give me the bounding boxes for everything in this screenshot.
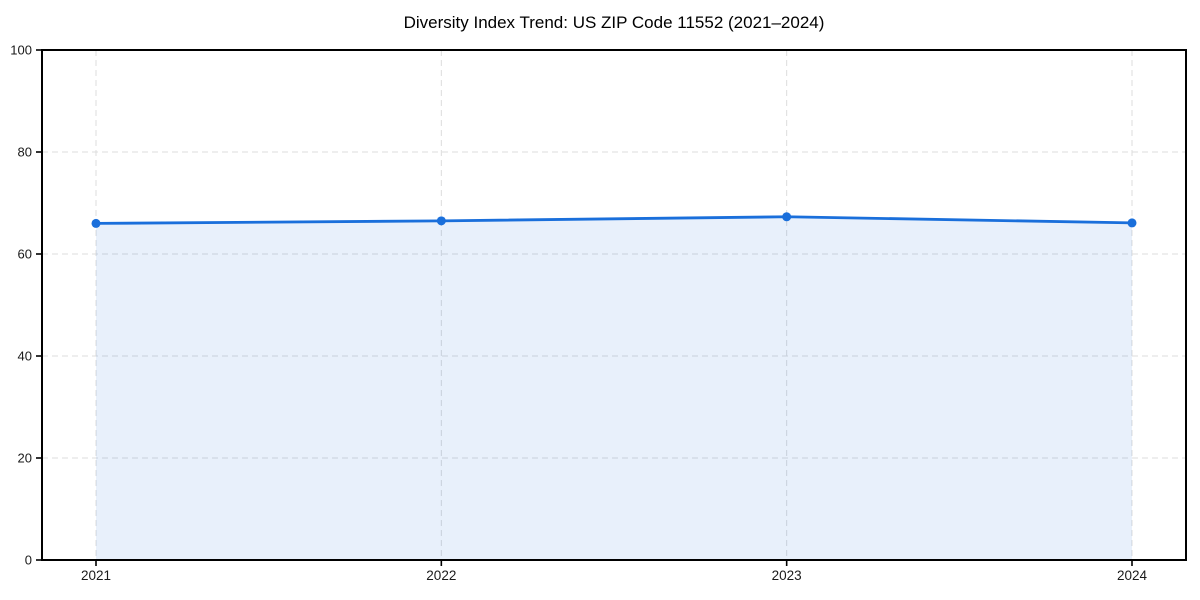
y-axis-tick-label: 80	[18, 145, 32, 160]
data-point	[782, 212, 792, 222]
area-fill	[96, 216, 1132, 560]
trend-line	[94, 215, 1134, 225]
y-axis-tick-label: 40	[18, 349, 32, 364]
x-axis-tick-label: 2024	[1117, 568, 1148, 583]
y-axis-tick-label: 60	[18, 247, 32, 262]
x-axis-tick-label: 2023	[772, 568, 802, 583]
x-axis-tick-label: 2022	[426, 568, 456, 583]
y-axis-tick-label: 20	[18, 451, 32, 466]
data-point	[1127, 218, 1137, 228]
chart-title: Diversity Index Trend: US ZIP Code 11552…	[403, 13, 825, 32]
y-axis-tick-label: 100	[10, 43, 32, 58]
data-point	[91, 218, 101, 228]
data-point	[436, 216, 446, 226]
axes-border	[41, 49, 1187, 561]
x-axis-tick-label: 2021	[81, 568, 111, 583]
y-axis-tick-label: 0	[25, 553, 32, 568]
